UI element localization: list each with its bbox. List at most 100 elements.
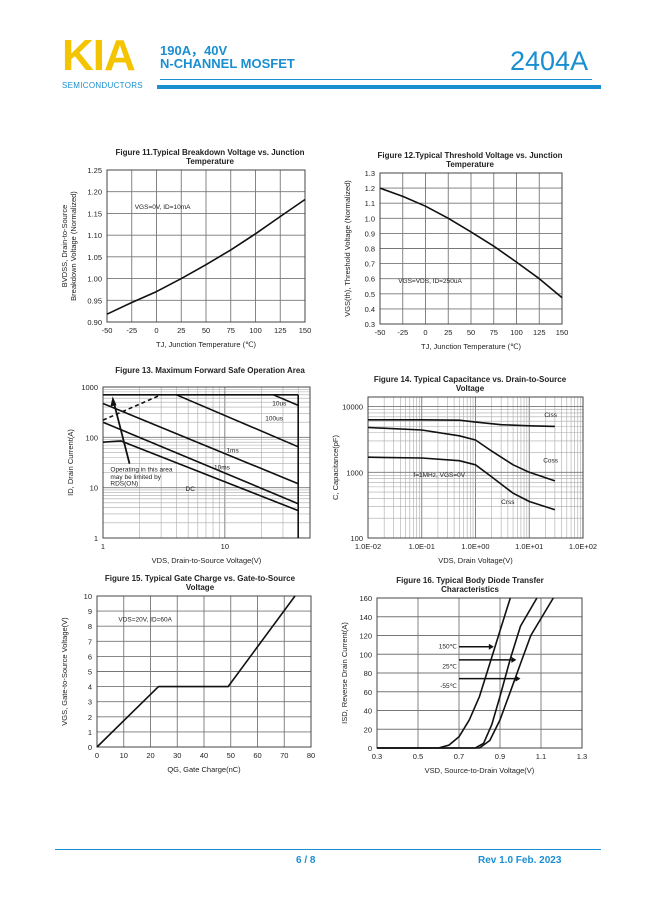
chart-15: 0 10 20 30 40 50 60 70 80 0 1 2 3 4 5 6 7 8 9 10 Figure 15. …: [60, 574, 315, 774]
curve-label: 1ms: [226, 447, 239, 454]
x-tick-label: 1.0E-01: [409, 542, 435, 551]
chart-title: Figure 13. Maximum Forward Safe Operatio…: [115, 366, 305, 375]
y-tick-label: 20: [364, 725, 372, 734]
x-tick-label: 10: [120, 751, 128, 760]
x-tick-label: 25: [177, 326, 185, 335]
x-tick-label: 75: [227, 326, 235, 335]
plot-frame: [379, 172, 563, 325]
y-tick-label: 0.90: [87, 318, 102, 327]
y-tick-label: 0.4: [365, 305, 375, 314]
x-tick-label: 0.7: [454, 752, 464, 761]
x-axis-label: VDS, Drain-to-Source Voltage(V): [152, 556, 262, 565]
chart-title: Figure 15. Typical Gate Charge vs. Gate-…: [105, 574, 296, 583]
page-number: 6 / 8: [296, 855, 316, 866]
y-tick-label: 140: [359, 613, 372, 622]
series-label: Ciss: [544, 412, 557, 419]
y-axis-label: C, Capacitance(pF): [331, 434, 340, 500]
x-tick-label: 40: [200, 751, 208, 760]
chart-title: Figure 16. Typical Body Diode Transfer: [396, 576, 543, 585]
curve-label: -55℃: [440, 683, 457, 690]
series-label: Coss: [543, 458, 559, 465]
x-tick-label: 0: [423, 328, 427, 337]
series-line-coss: [367, 426, 556, 482]
x-tick-label: 50: [227, 751, 235, 760]
chart-title: Characteristics: [441, 585, 499, 594]
curve-label: 150℃: [439, 644, 458, 651]
y-tick-label: 4: [88, 683, 92, 692]
series-line: [379, 187, 563, 299]
y-tick-label: 80: [364, 669, 372, 678]
x-tick-label: 20: [146, 751, 154, 760]
series-line: [106, 198, 306, 315]
chart-12: -50 -25 0 25 50 75 100 125 150 0.3 0.4 0.5 0.6 0.7 0.8…: [343, 151, 568, 351]
chart-title: Temperature: [446, 160, 494, 169]
x-tick-label: 125: [533, 328, 546, 337]
y-tick-label: 3: [88, 698, 92, 707]
x-tick-label: 1.1: [536, 752, 546, 761]
x-tick-label: 0: [95, 751, 99, 760]
arrow-head: [515, 675, 521, 682]
header-divider-thick: [157, 85, 601, 89]
chart-title: Figure 11.Typical Breakdown Voltage vs. …: [115, 148, 304, 157]
y-tick-label: 160: [359, 594, 372, 603]
series-line: [102, 394, 162, 421]
curve-label: RDS(ON): [110, 481, 138, 488]
curve-label: may be limited by: [110, 474, 161, 481]
y-tick-label: 0.95: [87, 296, 102, 305]
y-tick-label: 100: [350, 534, 363, 543]
x-tick-label: -50: [375, 328, 386, 337]
chart-14: 1.0E-02 1.0E-01 1.0E+00 1.0E+01 1.0E+02 100 10…: [331, 375, 597, 565]
y-tick-label: 0: [88, 743, 92, 752]
y-axis-label: Breakdown Voltage (Normalized): [69, 191, 78, 301]
chart-title: Figure 14. Typical Capacitance vs. Drain…: [374, 375, 567, 384]
spec-rating: 190A，40V: [160, 43, 228, 58]
y-axis-label: VGS(th), Threshold Voltage (Normalized): [343, 180, 352, 317]
arrow-head: [488, 643, 494, 650]
chart-title: Voltage: [186, 583, 215, 592]
x-tick-label: 50: [202, 326, 210, 335]
series-line-150: [377, 597, 512, 749]
x-tick-label: 100: [510, 328, 523, 337]
x-tick-label: 0.3: [372, 752, 382, 761]
y-tick-label: 1: [94, 534, 98, 543]
x-tick-label: 70: [280, 751, 288, 760]
x-tick-label: 150: [556, 328, 569, 337]
y-tick-label: 1000: [81, 383, 98, 392]
y-tick-label: 60: [364, 688, 372, 697]
y-tick-label: 1.15: [87, 209, 102, 218]
y-tick-label: 1.00: [87, 275, 102, 284]
y-tick-label: 7: [88, 637, 92, 646]
y-tick-label: 1.10: [87, 231, 102, 240]
revision: Rev 1.0 Feb. 2023: [478, 855, 562, 866]
x-axis-label: VDS, Drain Voltage(V): [438, 556, 513, 565]
curve-label: 10ms: [214, 464, 231, 471]
x-tick-label: 80: [307, 751, 315, 760]
x-tick-label: -50: [102, 326, 113, 335]
part-number: 2404A: [510, 46, 589, 76]
plot-frame: [102, 386, 311, 539]
x-tick-label: 60: [253, 751, 261, 760]
chart-13: 1 10 1 10 100 1000 Figure 13. Maximum Forward …: [66, 366, 311, 565]
x-tick-label: 10: [221, 542, 229, 551]
plot-frame: [367, 396, 584, 539]
logo-subtitle: SEMICONDUCTORS: [62, 81, 143, 90]
x-axis-label: QG, Gate Charge(nC): [167, 765, 241, 774]
y-tick-label: 1.1: [365, 199, 375, 208]
arrow-head: [110, 396, 117, 407]
y-axis-label: BVDSS, Drain-to-Source: [60, 205, 69, 288]
x-tick-label: 150: [299, 326, 312, 335]
y-axis-label: ID, Drain Current(A): [66, 429, 75, 496]
y-tick-label: 0.6: [365, 275, 375, 284]
x-tick-label: 1.3: [577, 752, 587, 761]
kia-logo: KIA: [62, 31, 136, 80]
y-tick-label: 5: [88, 668, 92, 677]
chart-16: 0.3 0.5 0.7 0.9 1.1 1.3 0 20 40 60 80 100 120 140 160 F…: [340, 576, 587, 775]
x-tick-label: 25: [444, 328, 452, 337]
y-tick-label: 10: [90, 484, 98, 493]
y-axis-label: VGS, Gate-to-Source Voltage(V): [60, 617, 69, 726]
x-tick-label: 1: [101, 542, 105, 551]
y-tick-label: 6: [88, 652, 92, 661]
series-line: [96, 595, 296, 748]
plot-frame: [96, 595, 312, 748]
